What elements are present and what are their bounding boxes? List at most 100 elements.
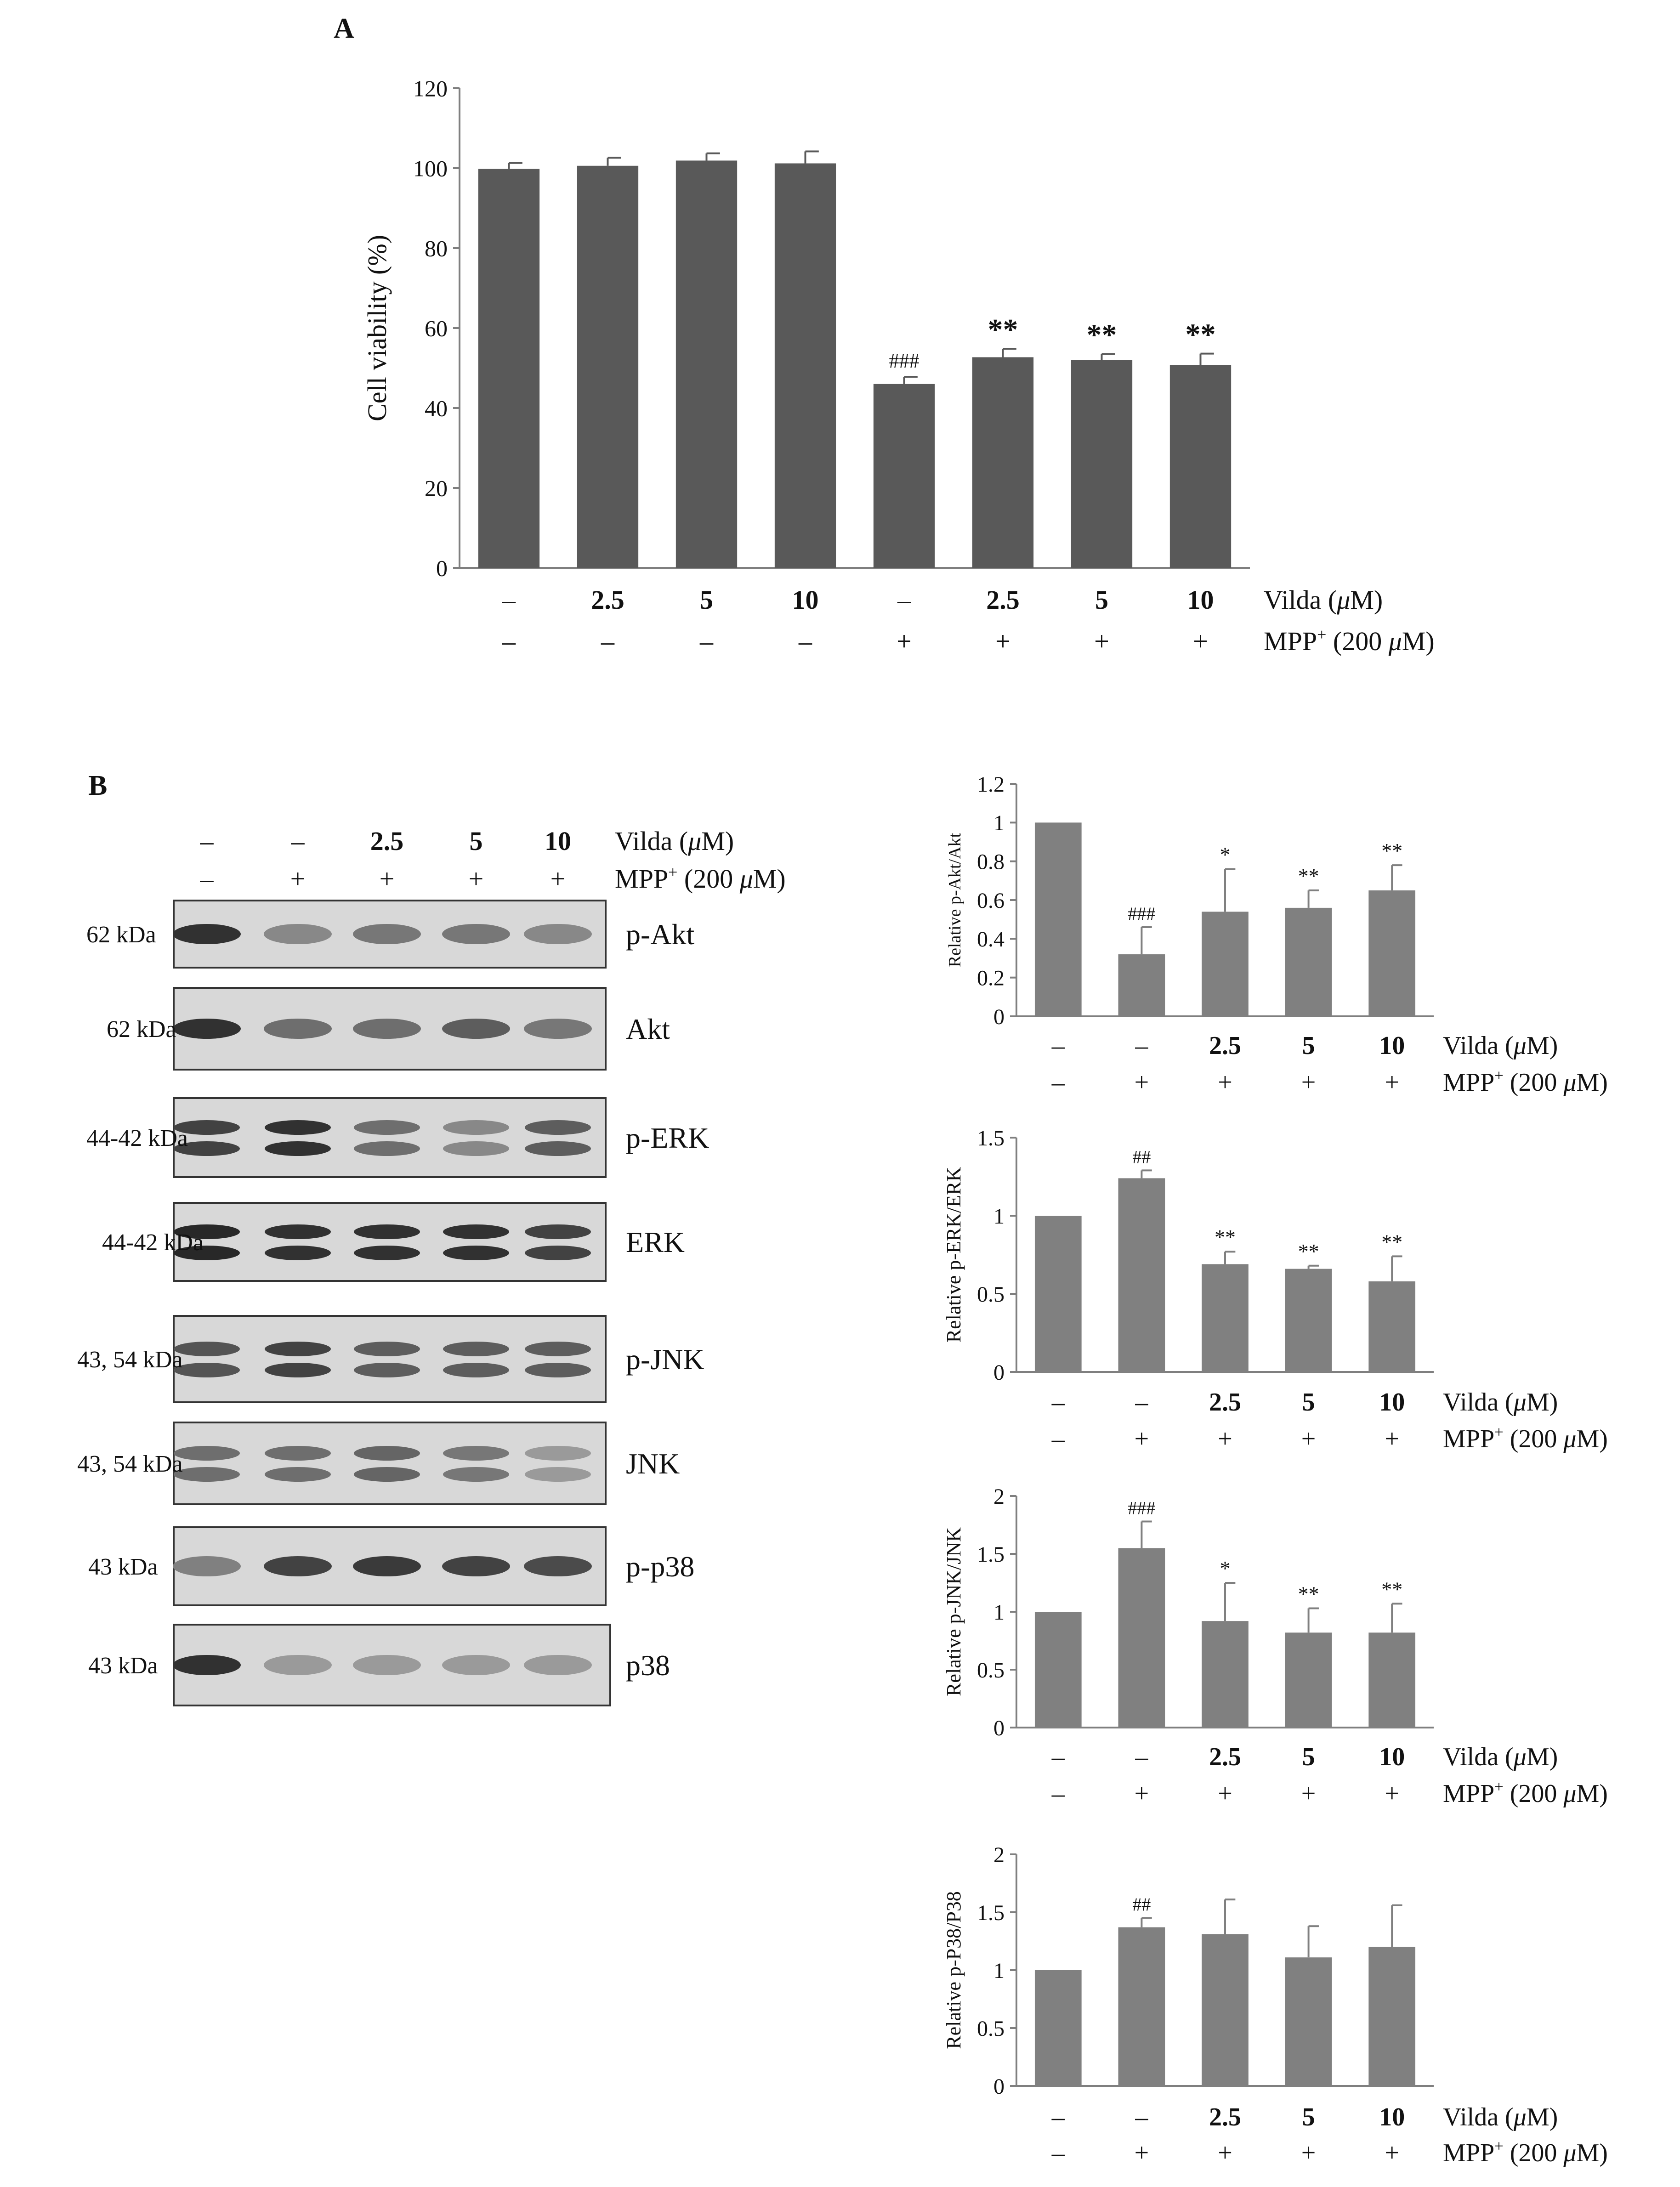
mpp-superscript: + <box>668 863 677 881</box>
vilda-dose-label: 5 <box>1095 585 1108 615</box>
y-tick-label: 2 <box>993 1843 1005 1867</box>
mpp-condition-label: + <box>1135 1425 1149 1453</box>
mpp-condition-label: – <box>1051 1068 1065 1097</box>
blot-band <box>442 1019 510 1039</box>
significance-annotation: ## <box>1132 1894 1151 1915</box>
y-tick-label: 0 <box>993 1716 1005 1740</box>
blot-band <box>174 1467 240 1482</box>
vilda-axis-label: Vilda (μM) <box>1443 1031 1558 1060</box>
significance-annotation: ** <box>1186 318 1216 351</box>
y-tick-label: 0 <box>993 2074 1005 2099</box>
vilda-dose-label: 2.5 <box>1209 2103 1241 2131</box>
mpp-superscript: + <box>1494 1778 1504 1796</box>
bar <box>1071 360 1133 568</box>
y-tick-label: 40 <box>425 396 448 421</box>
blot-band <box>525 1141 591 1156</box>
mpp-condition-label: + <box>1385 1779 1399 1808</box>
mu-symbol: μ <box>1563 1779 1576 1808</box>
bar <box>873 384 935 568</box>
mpp-condition-label: + <box>1218 1068 1232 1097</box>
blot-panel <box>173 1202 607 1282</box>
mu-symbol: μ <box>1513 2103 1527 2131</box>
mu-symbol: μ <box>1513 1388 1527 1416</box>
blot-band <box>353 1655 421 1675</box>
mpp-condition-label: + <box>1135 1779 1149 1808</box>
mpp-superscript: + <box>1317 625 1326 644</box>
blot-band <box>174 1446 240 1461</box>
mpp-label-prefix: MPP <box>1443 2139 1494 2167</box>
blot-vilda-dose: – <box>291 826 305 856</box>
mpp-condition-label: + <box>1218 2139 1232 2167</box>
y-tick-label: 1 <box>993 811 1005 835</box>
vilda-dose-label: – <box>1051 1388 1065 1416</box>
mu-symbol: μ <box>1513 1031 1527 1060</box>
bar <box>1285 1632 1332 1728</box>
blot-band <box>443 1363 509 1377</box>
vilda-label-suffix: M) <box>701 826 734 856</box>
blot-band <box>264 1655 332 1675</box>
y-axis-label: Relative p-ERK/ERK <box>942 1167 965 1343</box>
mpp-label-end: M) <box>1576 1425 1607 1453</box>
mpp-condition-label: + <box>995 626 1010 656</box>
vilda-dose-label: 10 <box>1379 1031 1405 1060</box>
mpp-condition-label: + <box>1218 1425 1232 1453</box>
blot-band <box>174 1141 240 1156</box>
blot-band <box>265 1224 331 1239</box>
bar <box>774 163 836 568</box>
mpp-label-end: M) <box>1576 2139 1607 2167</box>
mu-symbol: μ <box>1563 2139 1576 2167</box>
blot-band <box>354 1467 420 1482</box>
blot-band <box>524 1556 592 1576</box>
blot-protein-label: p-p38 <box>626 1550 694 1583</box>
mpp-label-end: M) <box>1576 1068 1607 1097</box>
blot-band <box>525 1342 591 1356</box>
blot-kda-label: 43, 54 kDa <box>77 1347 183 1373</box>
significance-annotation: * <box>1220 1557 1231 1580</box>
mpp-label-end: M) <box>1402 626 1435 656</box>
y-tick-label: 1 <box>993 1204 1005 1229</box>
significance-annotation: ** <box>1381 1577 1402 1601</box>
vilda-dose-label: 5 <box>1302 1031 1315 1060</box>
blot-band <box>265 1141 331 1156</box>
bar <box>675 160 738 568</box>
mpp-condition-label: – <box>1051 1425 1065 1453</box>
bar <box>1034 822 1082 1016</box>
blot-band <box>353 924 421 944</box>
y-tick-label: 0.5 <box>977 2017 1005 2041</box>
mpp-label-prefix: MPP <box>1443 1068 1494 1097</box>
y-tick-label: 0.8 <box>977 850 1005 874</box>
y-tick-label: 0 <box>436 555 448 581</box>
mpp-condition-label: + <box>1301 1068 1316 1097</box>
blot-band <box>173 1655 241 1675</box>
panel-label-b: B <box>88 770 107 801</box>
mu-symbol: μ <box>1563 1425 1576 1453</box>
bar <box>1285 1957 1332 2086</box>
mpp-label-suffix: (200 <box>1504 2139 1564 2167</box>
blot-band <box>524 924 592 944</box>
y-tick-label: 1.5 <box>977 1901 1005 1925</box>
bar <box>1368 1632 1416 1728</box>
bar <box>1368 1281 1416 1372</box>
mpp-label-suffix: (200 <box>1504 1779 1564 1808</box>
blot-kda-label: 44-42 kDa <box>102 1229 204 1256</box>
y-tick-label: 0.5 <box>977 1282 1005 1307</box>
y-tick-label: 1.5 <box>977 1126 1005 1150</box>
bar <box>1285 907 1332 1016</box>
blot-kda-label: 43 kDa <box>88 1653 158 1679</box>
blot-panel <box>173 1422 607 1505</box>
blot-band <box>174 1246 240 1260</box>
vilda-label-prefix: Vilda ( <box>1443 1031 1514 1060</box>
mu-symbol: μ <box>687 826 701 856</box>
mpp-condition-label: – <box>502 626 516 656</box>
blot-vilda-dose: – <box>200 826 214 856</box>
blot-kda-label: 43, 54 kDa <box>77 1451 183 1477</box>
blot-mpp-condition: + <box>551 864 566 894</box>
blot-band <box>524 1019 592 1039</box>
vilda-dose-label: 5 <box>1302 2103 1315 2131</box>
blot-band <box>173 1556 241 1576</box>
mpp-label-suffix: (200 <box>1504 1425 1564 1453</box>
mpp-superscript: + <box>1494 2137 1504 2155</box>
bar <box>1118 1927 1165 2086</box>
blot-band <box>265 1342 331 1356</box>
